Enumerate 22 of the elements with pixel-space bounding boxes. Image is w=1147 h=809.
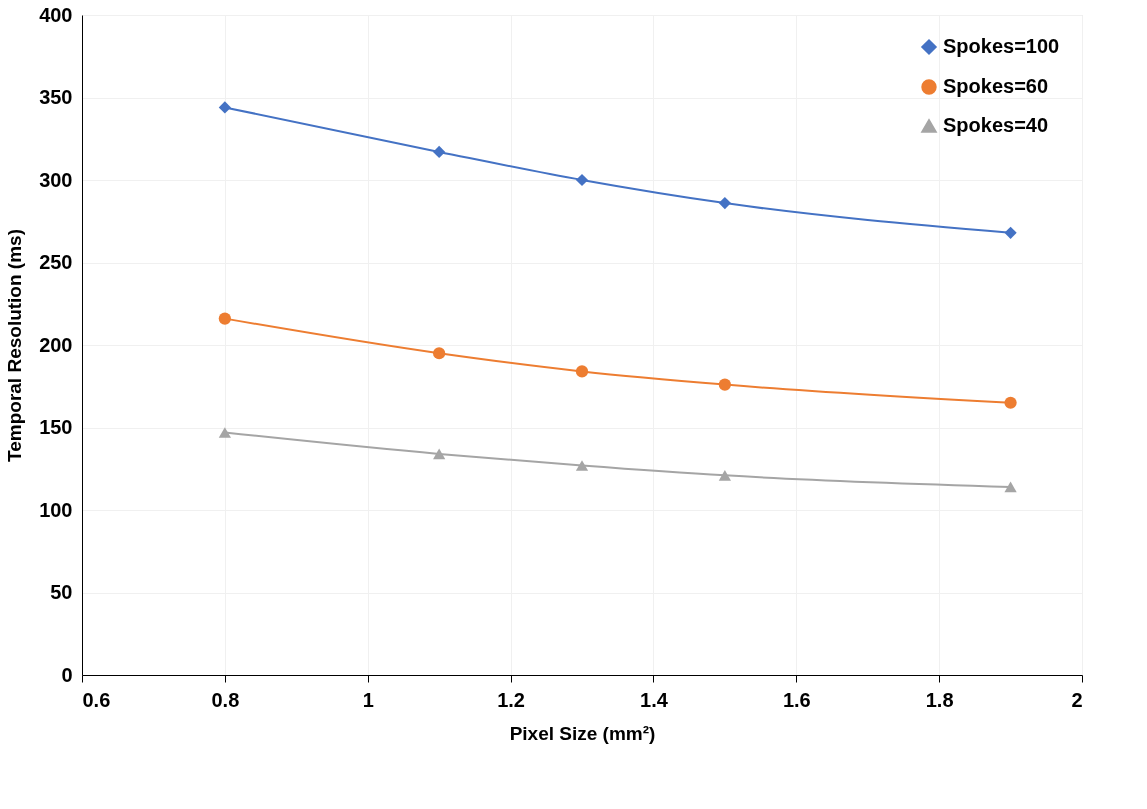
y-tick-label: 300	[39, 168, 73, 191]
y-tick-label: 150	[39, 416, 73, 438]
x-tick-label: 2	[1071, 688, 1083, 711]
y-tick-label: 250	[39, 251, 73, 273]
legend-label: Spokes=100	[943, 35, 1060, 57]
x-axis-title: Pixel Size (mm²)	[509, 722, 656, 744]
x-tick-label: 1.8	[925, 688, 954, 711]
y-tick-label: 100	[39, 498, 73, 521]
x-tick-label: 1.6	[782, 688, 811, 711]
x-tick-label: 1.2	[497, 688, 525, 711]
x-tick-label: 0.6	[82, 688, 111, 711]
x-tick-label: 0.8	[211, 688, 240, 711]
y-tick-label: 350	[39, 86, 73, 108]
y-tick-label: 0	[61, 663, 73, 686]
x-tick-label: 1	[362, 688, 374, 711]
y-tick-label: 400	[39, 3, 73, 26]
y-tick-label: 200	[39, 333, 73, 356]
x-tick-label: 1.4	[640, 688, 669, 711]
legend-label: Spokes=60	[943, 75, 1049, 97]
y-tick-label: 50	[50, 581, 73, 603]
legend-label: Spokes=40	[943, 114, 1049, 136]
y-axis-title: Temporal Resolution (ms)	[4, 229, 26, 462]
